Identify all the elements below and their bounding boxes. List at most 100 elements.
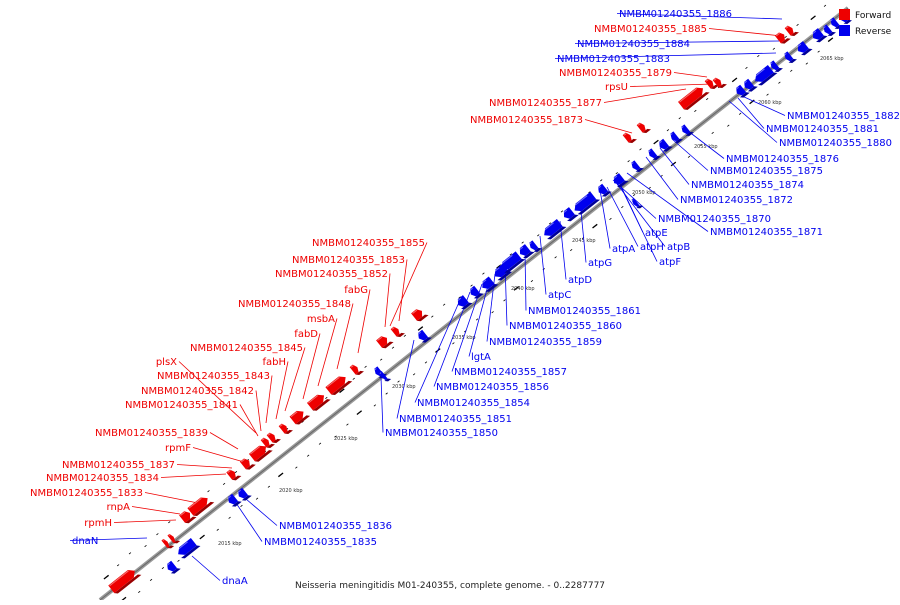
forward-gene[interactable] xyxy=(622,130,637,145)
forward-gene[interactable] xyxy=(239,455,256,471)
gene-label[interactable]: NMBM01240355_1842 xyxy=(141,386,254,397)
reverse-gene[interactable] xyxy=(416,328,432,344)
gene-label[interactable]: NMBM01240355_1885 xyxy=(594,24,707,35)
forward-gene[interactable] xyxy=(278,421,293,436)
forward-gene[interactable] xyxy=(678,83,710,112)
gene-label[interactable]: rnpA xyxy=(107,502,131,513)
reverse-gene[interactable] xyxy=(517,243,535,260)
gene-label[interactable]: NMBM01240355_1882 xyxy=(787,111,900,122)
gene-label[interactable]: NMBM01240355_1884 xyxy=(577,39,690,50)
reverse-gene[interactable] xyxy=(596,182,612,198)
gene-label[interactable]: NMBM01240355_1877 xyxy=(489,98,602,109)
gene-label[interactable]: atpB xyxy=(667,242,690,253)
gene-label[interactable]: NMBM01240355_1886 xyxy=(619,9,732,20)
gene-label[interactable]: NMBM01240355_1873 xyxy=(470,115,583,126)
forward-gene[interactable] xyxy=(161,536,175,550)
reverse-gene[interactable] xyxy=(455,294,473,311)
gene-label[interactable]: rpmH xyxy=(84,518,112,529)
forward-gene[interactable] xyxy=(704,76,719,91)
gene-label[interactable]: NMBM01240355_1852 xyxy=(275,269,388,280)
gene-label[interactable]: NMBM01240355_1855 xyxy=(312,238,425,249)
gene-label[interactable]: NMBM01240355_1843 xyxy=(157,371,270,382)
reverse-gene[interactable] xyxy=(572,190,601,216)
reverse-gene[interactable] xyxy=(630,159,644,174)
reverse-gene[interactable] xyxy=(236,486,252,502)
forward-gene[interactable] xyxy=(376,333,394,350)
gene-label[interactable]: NMBM01240355_1833 xyxy=(30,488,143,499)
gene-label[interactable]: NMBM01240355_1845 xyxy=(190,343,303,354)
gene-label[interactable]: atpF xyxy=(659,257,681,268)
gene-label[interactable]: NMBM01240355_1857 xyxy=(454,367,567,378)
gene-label[interactable]: NMBM01240355_1879 xyxy=(559,68,672,79)
forward-gene[interactable] xyxy=(187,493,215,518)
reverse-gene[interactable] xyxy=(498,250,526,275)
reverse-gene[interactable] xyxy=(795,40,813,57)
reverse-gene[interactable] xyxy=(680,123,694,138)
forward-gene[interactable] xyxy=(636,120,651,135)
forward-gene[interactable] xyxy=(349,362,364,377)
gene-label[interactable]: fabD xyxy=(294,329,318,340)
gene-label[interactable]: NMBM01240355_1859 xyxy=(489,337,602,348)
forward-gene[interactable] xyxy=(411,306,429,323)
gene-label[interactable]: dnaN xyxy=(72,536,98,547)
forward-gene[interactable] xyxy=(248,441,273,463)
forward-gene[interactable] xyxy=(260,435,275,450)
forward-gene[interactable] xyxy=(108,565,142,595)
reverse-gene[interactable] xyxy=(669,130,683,145)
gene-label[interactable]: NMBM01240355_1853 xyxy=(292,255,405,266)
reverse-gene[interactable] xyxy=(528,239,542,254)
gene-label[interactable]: fabH xyxy=(262,357,286,368)
reverse-gene[interactable] xyxy=(657,137,673,153)
gene-label[interactable]: NMBM01240355_1876 xyxy=(726,154,839,165)
gene-label[interactable]: NMBM01240355_1861 xyxy=(528,306,641,317)
reverse-gene[interactable] xyxy=(226,492,242,508)
reverse-gene[interactable] xyxy=(165,559,181,575)
reverse-gene[interactable] xyxy=(783,50,797,65)
gene-label[interactable]: atpD xyxy=(568,275,592,286)
reverse-gene[interactable] xyxy=(769,59,783,74)
gene-label[interactable]: atpG xyxy=(588,258,612,269)
reverse-gene[interactable] xyxy=(175,536,201,560)
forward-gene[interactable] xyxy=(179,508,197,525)
forward-gene[interactable] xyxy=(712,75,727,90)
gene-label[interactable]: NMBM01240355_1836 xyxy=(279,521,392,532)
gene-label[interactable]: NMBM01240355_1880 xyxy=(779,138,892,149)
reverse-gene[interactable] xyxy=(752,63,778,87)
forward-gene[interactable] xyxy=(266,430,281,445)
reverse-gene[interactable] xyxy=(468,284,484,300)
gene-label[interactable]: atpC xyxy=(548,290,571,301)
gene-label[interactable]: NMBM01240355_1872 xyxy=(680,195,793,206)
forward-gene[interactable] xyxy=(325,372,353,397)
gene-label[interactable]: NMBM01240355_1835 xyxy=(264,537,377,548)
reverse-gene[interactable] xyxy=(647,147,661,162)
gene-label[interactable]: NMBM01240355_1875 xyxy=(710,166,823,177)
gene-label[interactable]: plsX xyxy=(156,357,177,368)
reverse-gene[interactable] xyxy=(378,369,392,383)
reverse-gene[interactable] xyxy=(630,196,644,210)
reverse-gene[interactable] xyxy=(810,27,828,44)
reverse-gene[interactable] xyxy=(611,172,629,189)
gene-label[interactable]: atpE xyxy=(645,228,668,239)
forward-gene[interactable] xyxy=(784,23,799,38)
reverse-gene[interactable] xyxy=(541,217,567,241)
gene-label[interactable]: NMBM01240355_1839 xyxy=(95,428,208,439)
gene-label[interactable]: lgtA xyxy=(471,352,491,363)
gene-label[interactable]: NMBM01240355_1850 xyxy=(385,428,498,439)
forward-gene[interactable] xyxy=(390,324,405,339)
gene-label[interactable]: NMBM01240355_1841 xyxy=(125,400,238,411)
gene-label[interactable]: fabG xyxy=(344,285,368,296)
reverse-gene[interactable] xyxy=(822,23,836,38)
reverse-gene[interactable] xyxy=(742,77,758,93)
gene-label[interactable]: NMBM01240355_1860 xyxy=(509,321,622,332)
gene-label[interactable]: NMBM01240355_1883 xyxy=(557,54,670,65)
gene-label[interactable]: atpH xyxy=(640,242,664,253)
gene-label[interactable]: msbA xyxy=(307,314,335,325)
gene-label[interactable]: NMBM01240355_1851 xyxy=(399,414,512,425)
gene-label[interactable]: NMBM01240355_1834 xyxy=(46,473,159,484)
gene-label[interactable]: NMBM01240355_1848 xyxy=(238,299,351,310)
forward-gene[interactable] xyxy=(289,406,311,426)
reverse-gene[interactable] xyxy=(734,83,750,99)
gene-label[interactable]: NMBM01240355_1870 xyxy=(658,214,771,225)
gene-label[interactable]: NMBM01240355_1854 xyxy=(417,398,530,409)
gene-label[interactable]: NMBM01240355_1874 xyxy=(691,180,804,191)
